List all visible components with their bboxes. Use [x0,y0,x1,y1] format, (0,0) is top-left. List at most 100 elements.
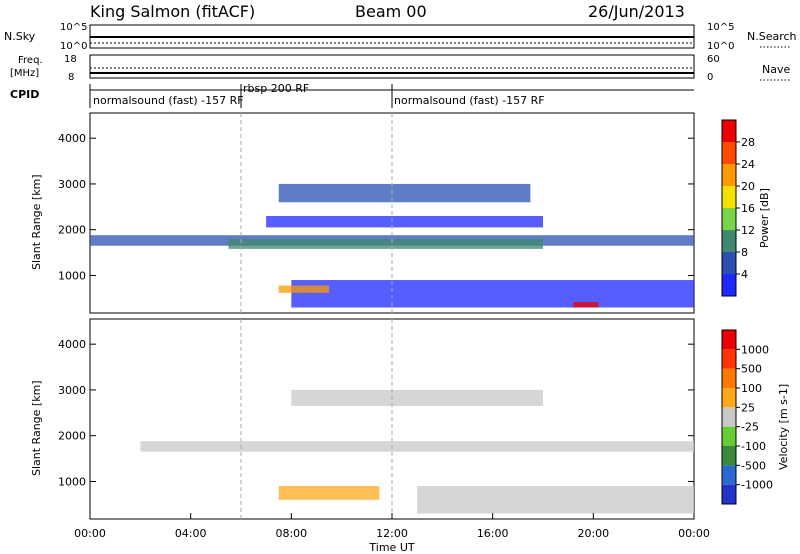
velocity-colorbar-swatches [722,330,736,504]
y-tick-label: 1000 [58,475,86,488]
colorbar-swatch [722,142,736,164]
velocity-colorbar-ticks: 1000 500 100 25 -25 -100 -500 -1000 [736,343,773,492]
colorbar-swatch [722,274,736,296]
power-panel: 1000 2000 3000 4000 Slant Range [km] [30,112,695,314]
x-tick-label: 00:00 [678,527,710,540]
freq-left-tick-top: 18 [64,54,77,65]
y-tick-label: 2000 [58,224,86,237]
colorbar-tick-label: 16 [741,202,755,215]
cpid-segment-label: normalsound (fast) -157 RF [394,94,545,107]
velocity-y-ticks: 1000 2000 3000 4000 [58,338,694,488]
cpid-label: CPID [10,88,39,101]
y-tick-label: 3000 [58,178,86,191]
velocity-panel: 1000 2000 3000 4000 00:00 04:00 08:00 12:00 16:… [30,318,710,554]
date-title: 26/Jun/2013 [588,2,685,21]
x-tick-label: 04:00 [175,527,207,540]
velocity-colorbar: 1000 500 100 25 -25 -100 -500 -1000 Velocity [m… [721,329,790,505]
echo-band [266,215,543,228]
x-tick-label: 16:00 [477,527,509,540]
colorbar-swatch [722,252,736,274]
velocity-echo-bands [140,389,695,514]
power-colorbar-swatches [722,120,736,296]
colorbar-swatch [722,388,736,408]
freq-right-tick-bottom: 0 [707,72,713,83]
colorbar-swatch [722,230,736,252]
echo-band [278,183,531,203]
noise-panel: N.Sky 10^5 10^0 10^5 10^0 N.Search [4,22,797,52]
power-y-axis-label: Slant Range [km] [30,174,43,270]
cpid-row: CPID normalsound (fast) -157 RF rbsp 200… [10,82,694,108]
echo-band [140,441,695,452]
colorbar-swatch [722,484,736,504]
cpid-segment-label: rbsp 200 RF [243,82,309,95]
colorbar-swatch [722,349,736,369]
velocity-colorbar-frame [721,329,737,505]
velocity-y-axis-label: Slant Range [km] [30,380,43,476]
colorbar-swatch [722,330,736,350]
colorbar-tick-label: 28 [741,136,755,149]
colorbar-tick-label: 1000 [741,343,769,356]
colorbar-tick-label: 20 [741,180,755,193]
colorbar-tick-label: -25 [741,421,759,434]
x-tick-label: 20:00 [577,527,609,540]
power-colorbar: 4 8 12 16 20 24 28 Power [dB] [721,119,771,297]
noise-left-tick-top: 10^5 [60,22,87,33]
freq-left-tick-bottom: 8 [68,72,74,83]
echo-band [228,238,543,249]
colorbar-tick-label: -100 [741,440,766,453]
noise-right-tick-top: 10^5 [707,22,734,33]
colorbar-tick-label: 500 [741,363,762,376]
colorbar-tick-label: 25 [741,401,755,414]
velocity-x-ticks: 00:00 04:00 08:00 12:00 16:00 20:00 00:00 [74,513,710,540]
y-tick-label: 4000 [58,132,86,145]
power-y-ticks: 1000 2000 3000 4000 [58,132,694,282]
y-tick-label: 1000 [58,269,86,282]
colorbar-swatch [722,426,736,446]
echo-band [278,486,380,500]
colorbar-swatch [722,407,736,427]
cpid-segment-label: normalsound (fast) -157 RF [93,94,244,107]
y-tick-label: 3000 [58,384,86,397]
echo-band [291,389,543,406]
colorbar-swatch [722,446,736,466]
noise-right-tick-bottom: 10^0 [707,41,734,52]
colorbar-tick-label: 4 [741,268,748,281]
freq-label-line1: Freq. [18,55,43,66]
x-tick-label: 00:00 [74,527,106,540]
colorbar-tick-label: 12 [741,224,755,237]
station-title: King Salmon (fitACF) [90,2,255,21]
colorbar-tick-label: 100 [741,382,762,395]
x-tick-label: 12:00 [376,527,408,540]
colorbar-tick-label: 8 [741,246,748,259]
echo-band [291,280,694,308]
y-tick-label: 4000 [58,338,86,351]
colorbar-tick-label: 24 [741,158,755,171]
freq-panel-frame [89,54,695,79]
y-tick-label: 2000 [58,430,86,443]
colorbar-swatch [722,368,736,388]
velocity-colorbar-label: Velocity [m s-1] [777,384,790,470]
power-colorbar-label: Power [dB] [758,188,771,248]
noise-left-tick-bottom: 10^0 [60,41,87,52]
colorbar-swatch [722,465,736,485]
echo-band [417,486,694,514]
x-tick-label: 08:00 [275,527,307,540]
power-colorbar-ticks: 4 8 12 16 20 24 28 [736,136,755,281]
echo-band [573,302,599,308]
noise-search-label: N.Search [747,30,797,43]
colorbar-swatch [722,120,736,142]
colorbar-swatch [722,186,736,208]
beam-title: Beam 00 [355,2,427,21]
colorbar-tick-label: -1000 [741,479,773,492]
freq-label-line2: [MHz] [10,68,39,79]
noise-sky-label: N.Sky [4,30,36,43]
colorbar-swatch [722,164,736,186]
x-axis-label: Time UT [368,541,414,554]
echo-band [278,285,330,293]
freq-right-tick-top: 60 [707,54,720,65]
freq-panel: Freq. [MHz] 18 8 60 0 Nave [10,54,790,83]
colorbar-swatch [722,208,736,230]
nave-label: Nave [762,63,790,76]
colorbar-tick-label: -500 [741,459,766,472]
